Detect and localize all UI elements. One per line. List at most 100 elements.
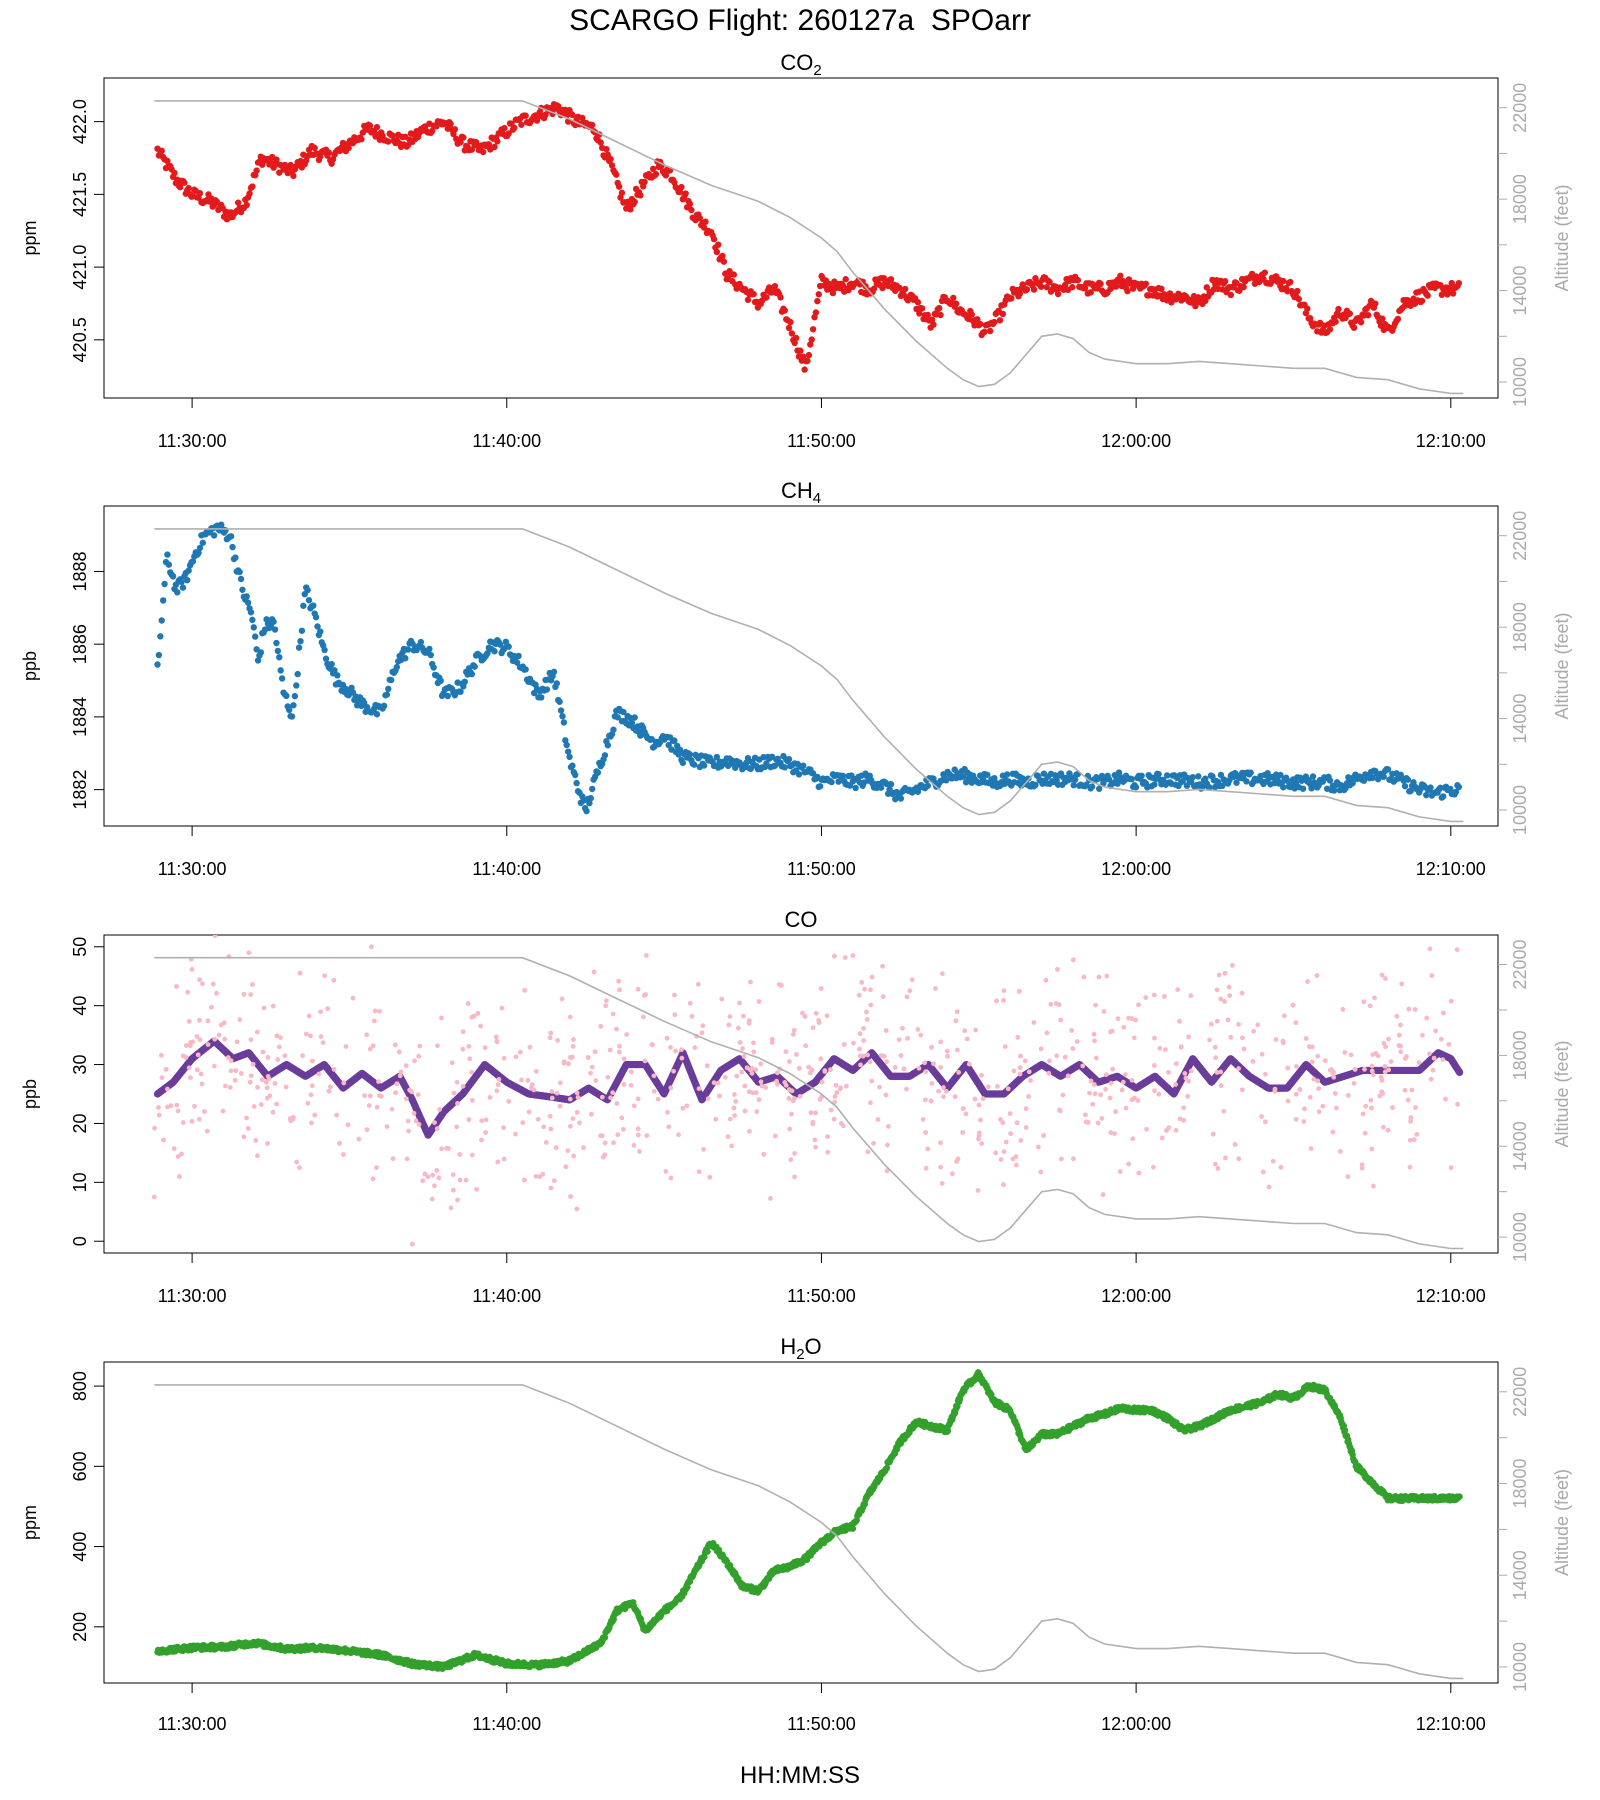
co-raw-point xyxy=(1225,1017,1231,1023)
co-raw-point xyxy=(1259,1051,1265,1057)
co-raw-point xyxy=(506,1098,512,1104)
co-raw-point xyxy=(813,1010,819,1016)
y-tick-label: 1882 xyxy=(70,770,90,810)
co-raw-point xyxy=(275,1057,281,1062)
co-raw-point xyxy=(1135,1098,1141,1103)
co-raw-point xyxy=(802,1014,808,1019)
co-raw-point xyxy=(588,1070,593,1076)
co-raw-point xyxy=(1099,1116,1105,1121)
data-point xyxy=(185,184,192,192)
data-point xyxy=(159,597,167,604)
co-raw-point xyxy=(751,1049,757,1055)
co-raw-point xyxy=(1151,1164,1156,1170)
alt-tick-label: 14000 xyxy=(1510,1121,1530,1171)
data-point xyxy=(928,316,936,323)
co-raw-point xyxy=(1273,1037,1279,1042)
co-raw-point xyxy=(267,1093,273,1099)
co-raw-point xyxy=(312,1112,318,1118)
data-point xyxy=(614,714,621,721)
co-raw-point xyxy=(1093,1002,1099,1008)
co-raw-point xyxy=(303,1031,309,1037)
x-tick-label: 11:30:00 xyxy=(158,1714,227,1734)
co-raw-point xyxy=(727,1116,733,1122)
co-raw-point xyxy=(1188,993,1194,999)
co-raw-point xyxy=(1448,1165,1454,1171)
data-point xyxy=(304,586,311,594)
co-raw-point xyxy=(725,1134,731,1140)
data-point xyxy=(430,664,437,671)
y-tick-label: 30 xyxy=(70,1055,90,1075)
co-raw-point xyxy=(922,1060,928,1066)
data-point xyxy=(662,172,670,179)
data-point xyxy=(713,248,721,256)
co-raw-point xyxy=(227,1085,233,1090)
data-point xyxy=(427,651,434,659)
y-tick-label: 421.0 xyxy=(70,245,90,290)
co-raw-point xyxy=(599,1133,605,1139)
co-raw-point xyxy=(318,1009,324,1015)
co-raw-point xyxy=(513,1131,518,1137)
data-point xyxy=(1243,778,1250,785)
panel-title: H2O xyxy=(780,1334,821,1363)
data-point xyxy=(896,284,903,292)
co-raw-point xyxy=(1018,1053,1023,1059)
co-raw-point xyxy=(526,1109,532,1115)
data-point xyxy=(835,778,842,785)
co-raw-point xyxy=(483,1130,489,1135)
co-raw-point xyxy=(1218,1083,1224,1089)
data-point xyxy=(1069,284,1076,291)
co-raw-point xyxy=(944,1048,950,1054)
data-point xyxy=(538,694,545,701)
co-raw-point xyxy=(362,1093,367,1098)
data-point xyxy=(901,285,909,293)
y-tick-label: 1886 xyxy=(70,624,90,664)
co-raw-point xyxy=(294,1159,300,1165)
data-point xyxy=(317,628,324,635)
co-raw-point xyxy=(907,988,913,994)
co-raw-point xyxy=(168,1103,174,1109)
co-raw-point xyxy=(875,1117,881,1122)
co-raw-point xyxy=(1359,1165,1365,1171)
data-point xyxy=(189,558,197,565)
co-raw-point xyxy=(794,1052,799,1057)
co-raw-point xyxy=(186,1065,192,1071)
co-raw-point xyxy=(746,1128,752,1134)
data-point xyxy=(1284,777,1291,785)
co-raw-point xyxy=(483,1117,489,1123)
co-raw-point xyxy=(598,1023,604,1029)
data-point xyxy=(652,170,660,178)
data-point xyxy=(1331,787,1338,794)
data-point xyxy=(730,271,738,278)
co-raw-point xyxy=(469,1069,475,1075)
data-point xyxy=(1304,305,1311,312)
x-tick-label: 11:30:00 xyxy=(158,859,227,879)
co-raw-point xyxy=(1455,1101,1460,1107)
data-point xyxy=(1003,771,1011,778)
co-raw-point xyxy=(1441,1010,1446,1016)
co-raw-point xyxy=(1119,1087,1125,1093)
co-raw-point xyxy=(786,1096,792,1101)
co-raw-point xyxy=(707,1174,713,1180)
data-point xyxy=(1114,780,1121,787)
co-raw-point xyxy=(479,1137,484,1143)
co-raw-point xyxy=(1285,1065,1291,1071)
plot-area xyxy=(154,521,1464,823)
data-point xyxy=(181,179,188,186)
data-point xyxy=(807,341,814,348)
co-raw-point xyxy=(732,1092,737,1097)
co-raw-point xyxy=(818,986,824,991)
co-raw-point xyxy=(742,1108,748,1114)
co-raw-point xyxy=(1173,1127,1179,1133)
co-raw-point xyxy=(808,1110,814,1116)
co-raw-point xyxy=(938,1164,944,1170)
co-raw-point xyxy=(376,1079,381,1084)
co-raw-point xyxy=(436,1175,442,1181)
x-axis-label: HH:MM:SS xyxy=(740,1762,860,1789)
data-point xyxy=(805,351,813,359)
co-raw-point xyxy=(1183,1075,1189,1081)
co-raw-point xyxy=(1278,1164,1284,1170)
co-raw-point xyxy=(177,1174,182,1179)
co-raw-point xyxy=(434,1168,440,1173)
co-raw-point xyxy=(1178,1044,1184,1050)
